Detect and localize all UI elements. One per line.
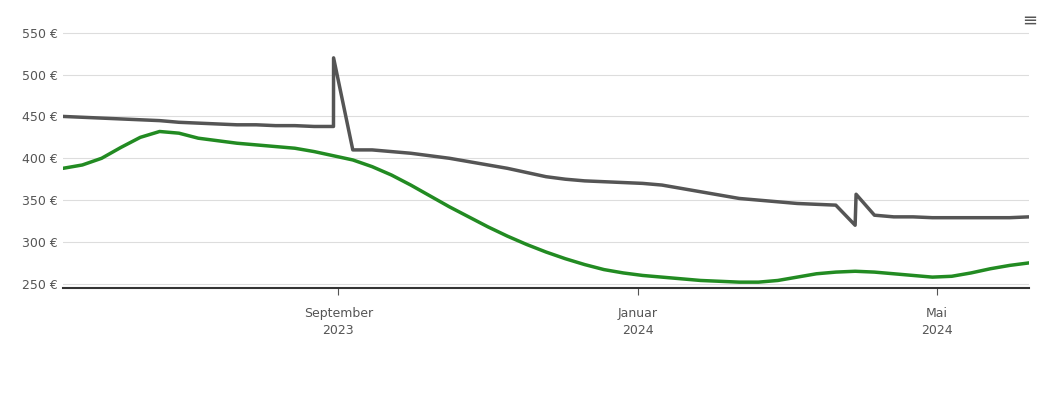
- Text: 2024: 2024: [922, 324, 953, 337]
- Text: 2024: 2024: [622, 324, 653, 337]
- Text: Januar: Januar: [617, 308, 657, 320]
- Text: Mai: Mai: [926, 308, 948, 320]
- Text: 2023: 2023: [322, 324, 354, 337]
- Text: ≡: ≡: [1023, 12, 1037, 30]
- Text: September: September: [303, 308, 373, 320]
